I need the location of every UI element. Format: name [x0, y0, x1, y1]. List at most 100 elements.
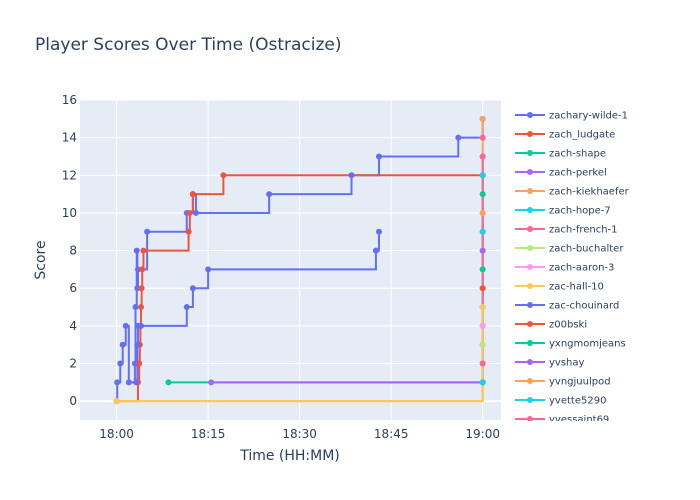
legend-label: z00bski — [549, 320, 587, 331]
legend-item[interactable]: zach-shape — [515, 149, 606, 160]
legend-label: yxngmomjeans — [549, 339, 626, 350]
legend-label: zach-perkel — [549, 168, 607, 179]
y-tick-label: 0 — [69, 394, 77, 408]
x-tick-label: 18:30 — [282, 427, 317, 441]
legend-item[interactable]: z00bski — [515, 320, 587, 331]
data-point — [138, 285, 145, 292]
legend-marker — [527, 378, 533, 384]
data-point — [134, 266, 141, 273]
y-tick-label: 10 — [62, 206, 77, 220]
y-tick-label: 6 — [69, 281, 77, 295]
data-point — [138, 322, 145, 329]
plot-area — [80, 100, 501, 420]
legend-marker — [527, 359, 533, 365]
legend-marker — [527, 169, 533, 175]
data-point — [132, 304, 139, 311]
legend-item[interactable]: zach-perkel — [515, 168, 607, 179]
legend-marker — [527, 321, 533, 327]
legend-label: yvette5290 — [549, 396, 606, 407]
legend-marker — [527, 302, 533, 308]
legend-label: yvngjuulpod — [549, 377, 611, 388]
data-point — [479, 172, 486, 179]
series-line-9 — [116, 307, 484, 403]
data-point — [136, 360, 143, 367]
data-point — [455, 134, 462, 141]
data-point — [125, 379, 132, 386]
legend-item[interactable]: yvette5290 — [515, 396, 606, 407]
legend-item[interactable]: zach-french-1 — [515, 225, 618, 236]
x-tick-labels: 18:00 18:15 18:30 18:45 19:00 — [99, 427, 500, 441]
data-point — [133, 247, 140, 254]
legend-item[interactable]: zach-hope-7 — [515, 206, 611, 217]
legend-marker — [527, 397, 533, 403]
x-tick-label: 18:00 — [99, 427, 134, 441]
data-point — [375, 153, 382, 160]
legend-item[interactable]: yvngjuulpod — [515, 377, 611, 388]
legend-label: zach-buchalter — [549, 244, 624, 255]
data-point — [139, 266, 146, 273]
y-tick-label: 14 — [62, 131, 77, 145]
legend-item[interactable]: zach-buchalter — [515, 244, 624, 255]
legend-label: zach_ludgate — [549, 130, 615, 141]
data-point — [479, 360, 486, 367]
y-tick-label: 12 — [62, 168, 77, 182]
legend-marker — [527, 226, 533, 232]
data-point — [134, 341, 141, 348]
y-tick-label: 16 — [62, 93, 77, 107]
legend[interactable]: zachary-wilde-1 zach_ludgate zach-shape zac… — [515, 111, 630, 426]
data-point — [144, 228, 151, 235]
x-axis-title: Time (HH:MM) — [239, 448, 340, 464]
x-tick-label: 19:00 — [465, 427, 500, 441]
data-point — [138, 304, 145, 311]
legend-label: zachary-wilde-1 — [549, 111, 628, 122]
data-point — [479, 228, 486, 235]
legend-marker — [527, 264, 533, 270]
data-point — [189, 191, 196, 198]
data-point — [479, 304, 486, 311]
legend-item[interactable]: zach_ludgate — [515, 130, 615, 141]
data-point — [479, 134, 486, 141]
legend-item[interactable]: zac-chouinard — [515, 301, 619, 312]
data-point — [133, 379, 140, 386]
legend-item[interactable]: yvessaint69 — [515, 415, 609, 426]
legend-label: zach-hope-7 — [549, 206, 611, 217]
data-point — [479, 341, 486, 348]
legend-item[interactable]: zac-hall-10 — [515, 282, 604, 293]
y-tick-label: 8 — [69, 244, 77, 258]
legend-marker — [527, 131, 533, 137]
legend-item[interactable]: zach-kiekhaefer — [515, 187, 630, 198]
legend-marker — [527, 207, 533, 213]
legend-label: zac-hall-10 — [549, 282, 604, 293]
data-point — [205, 266, 212, 273]
legend-label: zach-aaron-3 — [549, 263, 614, 274]
legend-label: yvessaint69 — [549, 415, 609, 426]
legend-label: zac-chouinard — [549, 301, 619, 312]
data-point — [117, 360, 124, 367]
legend-label: zach-shape — [549, 149, 606, 160]
chart-title: Player Scores Over Time (Ostracize) — [35, 35, 342, 55]
data-point — [479, 266, 486, 273]
legend-label: zach-kiekhaefer — [549, 187, 630, 198]
data-point — [479, 247, 486, 254]
data-point — [186, 209, 193, 216]
legend-marker — [527, 188, 533, 194]
data-point — [479, 322, 486, 329]
legend-marker — [527, 112, 533, 118]
data-point — [372, 247, 379, 254]
legend-item[interactable]: yvshay — [515, 358, 585, 369]
legend-item[interactable]: zachary-wilde-1 — [515, 111, 628, 122]
data-point — [113, 398, 120, 405]
data-point — [348, 172, 355, 179]
data-point — [119, 341, 126, 348]
data-point — [479, 209, 486, 216]
data-point — [375, 228, 382, 235]
legend-item[interactable]: zach-aaron-3 — [515, 263, 614, 274]
legend-marker — [527, 245, 533, 251]
data-point — [165, 379, 172, 386]
legend-item[interactable]: yxngmomjeans — [515, 339, 626, 350]
data-point — [266, 191, 273, 198]
y-axis-title: Score — [33, 240, 49, 279]
y-tick-label: 4 — [69, 319, 77, 333]
legend-marker — [527, 283, 533, 289]
